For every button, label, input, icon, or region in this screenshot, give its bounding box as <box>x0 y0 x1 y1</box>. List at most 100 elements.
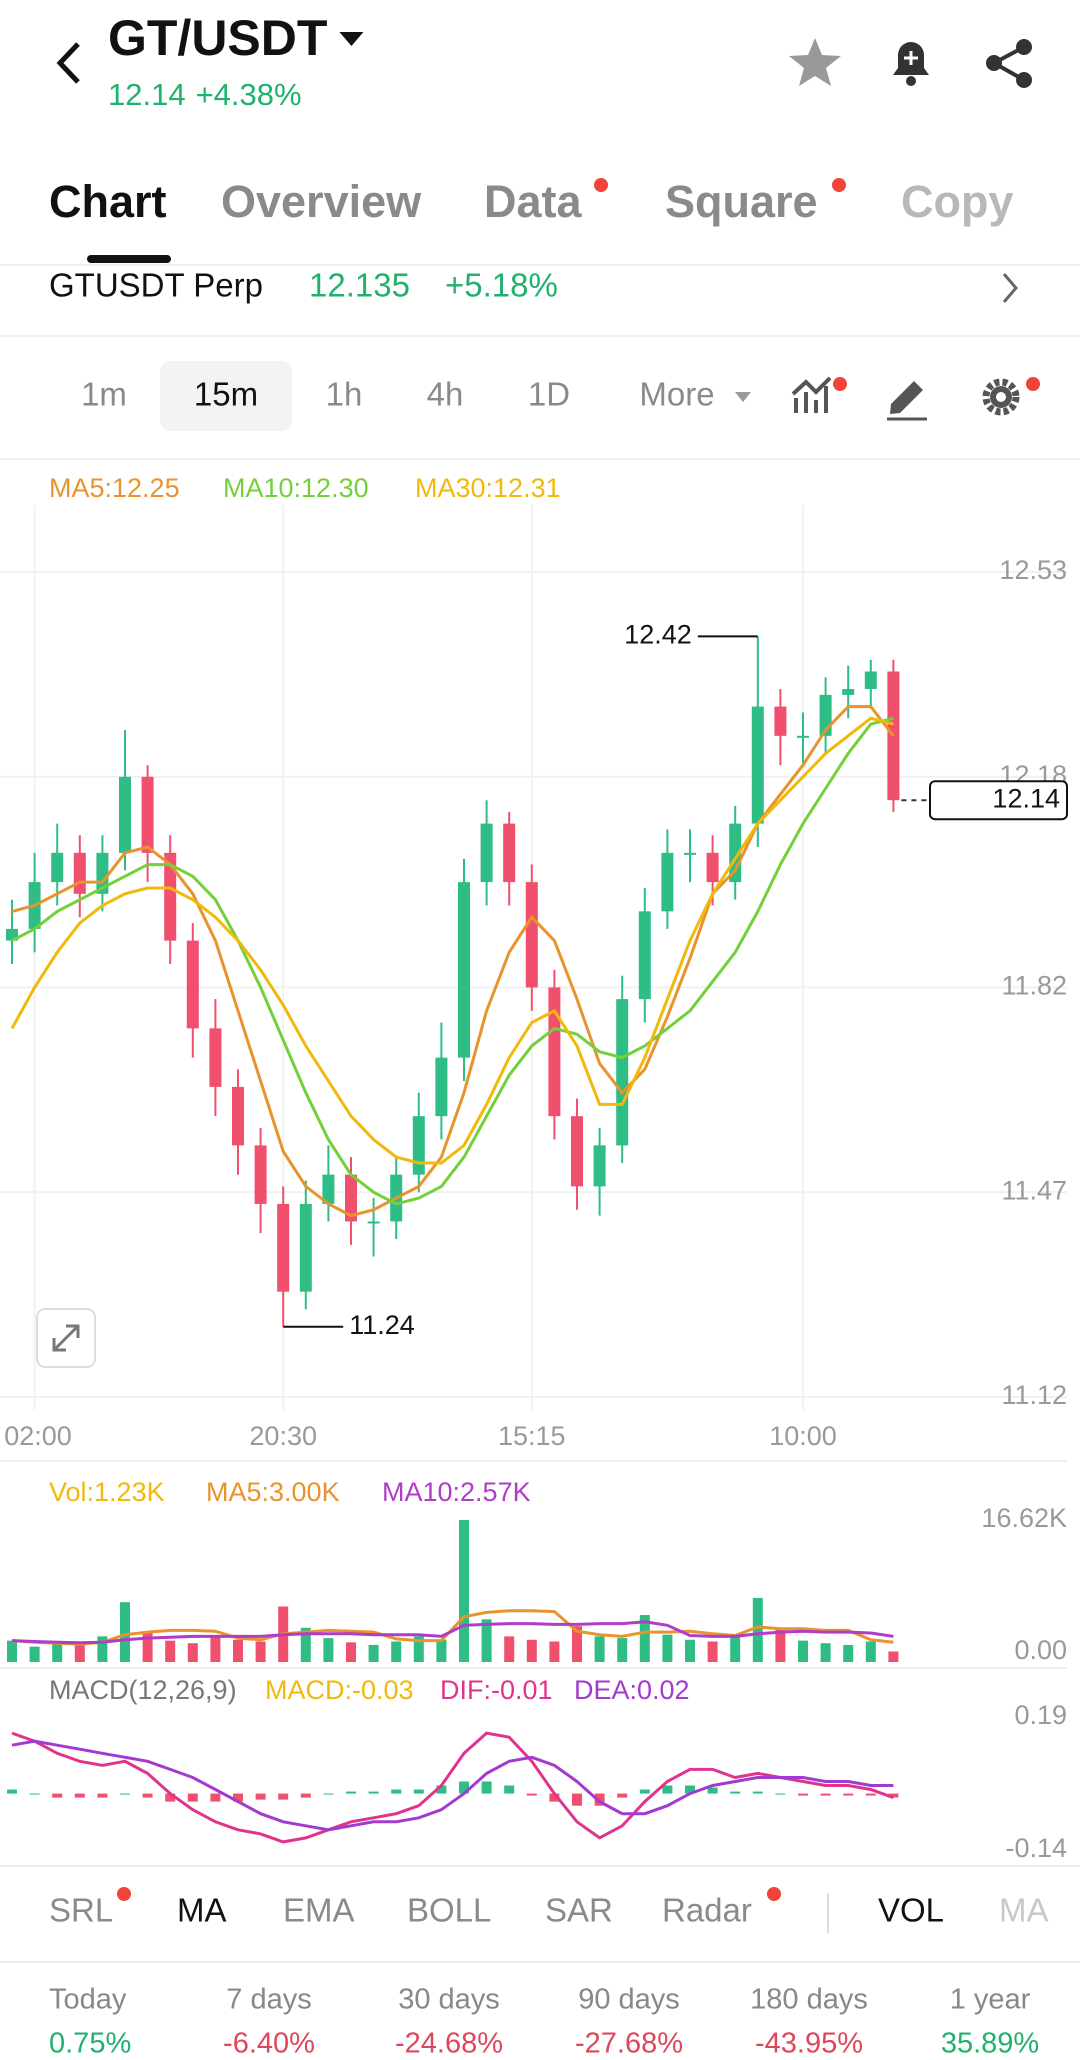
indicator-tab[interactable]: Radar <box>662 1892 752 1929</box>
candle-body <box>774 706 787 736</box>
volume-bar <box>843 1644 854 1662</box>
indicator-icon[interactable] <box>791 376 832 413</box>
volume-bar <box>52 1643 63 1662</box>
candle-body <box>480 823 493 883</box>
y-tick-label: 11.12 <box>1001 1380 1067 1410</box>
candle-body <box>119 776 131 853</box>
indicator-tab[interactable]: SAR <box>545 1892 613 1929</box>
volume-bar <box>210 1636 221 1662</box>
chevron[interactable] <box>1002 273 1018 303</box>
volume-bar <box>639 1615 650 1662</box>
candle-body <box>232 1086 244 1146</box>
back-button[interactable] <box>56 42 80 84</box>
volume-bar <box>97 1636 108 1662</box>
performance-value: -24.68% <box>395 2028 503 2060</box>
legend-entry: Vol:1.23K <box>49 1477 165 1507</box>
candle-body <box>73 852 86 894</box>
macd-bar <box>798 1793 808 1796</box>
share-icon[interactable] <box>986 39 1032 88</box>
expand-button[interactable] <box>36 1308 96 1368</box>
performance-label: 180 days <box>750 1984 868 2016</box>
indicator-tab[interactable]: VOL <box>878 1892 944 1929</box>
x-tick-label: 10:00 <box>769 1421 837 1451</box>
header-change: +4.38% <box>196 77 302 112</box>
max-annotation: 12.42 <box>624 619 692 649</box>
x-tick-label: 15:15 <box>498 1421 566 1451</box>
candle-body <box>525 882 538 988</box>
indicator-tab[interactable]: BOLL <box>407 1892 491 1929</box>
draw-icon[interactable] <box>887 381 927 421</box>
legend-entry: MA5:3.00K <box>206 1477 340 1507</box>
dropdown-arrow[interactable] <box>339 32 364 46</box>
macd-bar <box>391 1789 402 1794</box>
favorite-icon[interactable] <box>789 38 841 86</box>
y-tick-label: 11.47 <box>1001 1175 1067 1205</box>
macd-bar <box>29 1793 40 1795</box>
tab[interactable]: Copy <box>901 176 1014 227</box>
performance-value: -43.95% <box>755 2028 863 2060</box>
interval[interactable]: 1D <box>528 376 570 413</box>
macd-bar <box>775 1793 786 1795</box>
candle-body <box>638 911 651 1000</box>
interval[interactable]: More <box>639 376 714 413</box>
macd-bar <box>752 1791 763 1794</box>
interval[interactable]: 4h <box>427 376 464 413</box>
indicator-tab[interactable]: EMA <box>283 1892 355 1929</box>
volume-bar <box>29 1646 40 1662</box>
interval[interactable]: 15m <box>194 376 258 413</box>
indicator-tab[interactable]: MA <box>177 1892 227 1929</box>
volume-bar <box>187 1643 198 1662</box>
candle-body <box>141 776 154 853</box>
candle-body <box>661 852 674 912</box>
tab[interactable]: Data <box>484 176 583 227</box>
pair-title[interactable]: GT/USDT <box>108 10 327 66</box>
macd-bar <box>210 1793 221 1802</box>
volume-bar <box>820 1643 831 1662</box>
performance-value: 0.75% <box>49 2028 131 2060</box>
macd-bar <box>233 1793 243 1802</box>
indicator-tab[interactable]: MA <box>999 1892 1049 1929</box>
candle-body <box>164 852 177 941</box>
badge-dot <box>1026 377 1040 391</box>
volume-bar <box>413 1636 424 1662</box>
interval[interactable]: 1h <box>326 376 363 413</box>
settings-icon[interactable] <box>982 378 1020 416</box>
volume-bar <box>865 1641 876 1662</box>
candle-body <box>864 671 877 690</box>
candle-body <box>887 671 900 801</box>
performance-label: 1 year <box>950 1984 1031 2016</box>
macd-bar <box>459 1781 469 1794</box>
macd-bar <box>549 1793 560 1802</box>
y-tick-label: 16.62K <box>981 1503 1067 1533</box>
macd-bar <box>346 1791 356 1794</box>
macd-bar <box>526 1793 537 1796</box>
candle-body <box>435 1057 448 1117</box>
macd-bar <box>278 1793 289 1800</box>
volume-bar <box>74 1644 85 1662</box>
macd-bar <box>323 1793 334 1795</box>
indicator-tab[interactable]: SRL <box>49 1892 113 1929</box>
interval[interactable]: 1m <box>81 376 127 413</box>
macd-bar <box>481 1781 492 1794</box>
volume-bar <box>526 1639 537 1662</box>
tab[interactable]: Square <box>665 176 818 227</box>
badge-dot <box>833 377 847 391</box>
ma-line <box>11 1609 894 1646</box>
y-tick-label: 12.53 <box>999 555 1067 585</box>
volume-bar <box>481 1619 492 1662</box>
macd-bar <box>504 1785 515 1794</box>
badge-dot <box>594 178 608 192</box>
tab[interactable]: Chart <box>49 176 167 227</box>
volume-bar <box>436 1639 447 1662</box>
volume-bar <box>391 1641 402 1662</box>
volume-bar <box>7 1640 17 1662</box>
badge-dot <box>117 1887 131 1901</box>
volume-bar <box>549 1641 560 1662</box>
alert-icon[interactable] <box>893 42 929 86</box>
macd-bar <box>97 1793 108 1798</box>
tab[interactable]: Overview <box>221 176 422 227</box>
macd-bar <box>413 1789 424 1794</box>
header-price: 12.14 <box>108 77 186 112</box>
legend-entry: MA5:12.25 <box>49 473 180 503</box>
candle-body <box>503 823 516 883</box>
